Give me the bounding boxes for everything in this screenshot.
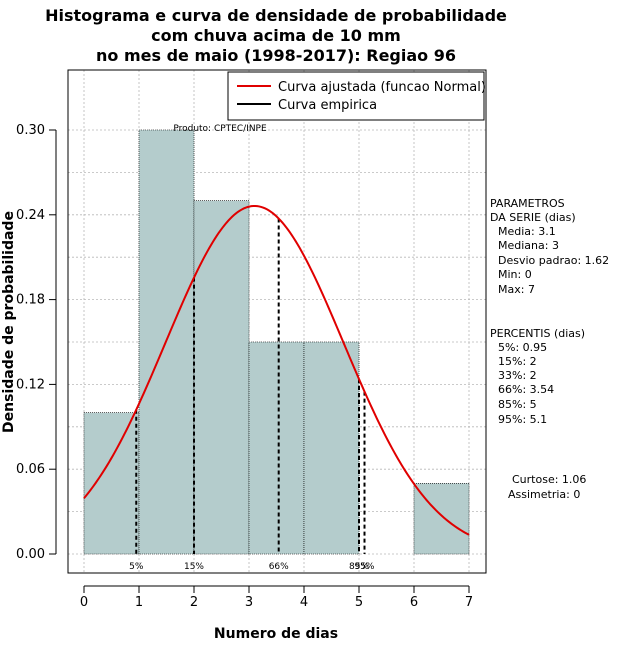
x-tick-label: 6 <box>410 595 418 610</box>
legend: Curva ajustada (funcao Normal) Curva emp… <box>227 71 486 121</box>
x-tick-label: 5 <box>355 595 363 610</box>
percentile-label: 95% <box>354 562 374 572</box>
legend-box <box>227 71 485 121</box>
percentis-95: 95%: 5.1 <box>498 413 547 426</box>
chart-title-line-3: no mes de maio (1998-2017): Regiao 96 <box>96 46 456 65</box>
normal-curve-line <box>83 204 470 536</box>
parametros-desvio: Desvio padrao: 1.62 <box>498 254 609 267</box>
percentis-15: 15%: 2 <box>498 355 537 368</box>
histogram-bar <box>193 200 250 555</box>
x-tick-label: 7 <box>465 595 473 610</box>
percentile-label: 85% <box>349 562 369 572</box>
y-tick-label: 0.12 <box>16 377 45 392</box>
x-axis-label: Numero de dias <box>214 626 338 642</box>
x-tick-label: 1 <box>135 595 143 610</box>
parametros-max: Max: 7 <box>498 283 535 296</box>
parametros-media: Media: 3.1 <box>498 225 556 238</box>
plot-border <box>67 69 487 574</box>
y-tick-label: 0.18 <box>16 293 45 308</box>
x-tick-label: 0 <box>80 595 88 610</box>
histogram-bar <box>83 412 140 555</box>
x-tick-label: 2 <box>190 595 198 610</box>
parametros-mediana: Mediana: 3 <box>498 239 559 252</box>
x-tick-label: 3 <box>245 595 253 610</box>
percentile-label: 5% <box>129 562 144 572</box>
chart-title-line-2: com chuva acima de 10 mm <box>151 26 401 45</box>
assimetria-label: Assimetria: 0 <box>508 488 580 501</box>
y-tick-label: 0.00 <box>16 547 45 562</box>
produto-label: Produto: CPTEC/INPE <box>173 124 267 134</box>
percentis-66: 66%: 3.54 <box>498 383 554 396</box>
y-tick-label: 0.06 <box>16 462 45 477</box>
percentile-label: 66% <box>269 562 289 572</box>
y-axis-label: Densidade de probabilidade <box>1 211 17 433</box>
x-tick-label: 4 <box>300 595 308 610</box>
percentis-header: PERCENTIS (dias) <box>490 327 585 340</box>
curtose-label: Curtose: 1.06 <box>512 473 586 486</box>
legend-label-normal: Curva ajustada (funcao Normal) <box>278 80 486 95</box>
percentis-33: 33%: 2 <box>498 369 537 382</box>
y-tick-label: 0.30 <box>16 123 45 138</box>
parametros-header-2: DA SERIE (dias) <box>490 211 576 224</box>
chart-title-line-1: Histograma e curva de densidade de proba… <box>45 6 507 25</box>
legend-label-empirical: Curva empirica <box>278 98 377 113</box>
percentis-85: 85%: 5 <box>498 398 537 411</box>
parametros-header-1: PARAMETROS <box>490 197 565 210</box>
percentis-5: 5%: 0.95 <box>498 341 547 354</box>
histogram-bar <box>303 341 360 555</box>
parametros-min: Min: 0 <box>498 268 532 281</box>
y-tick-label: 0.24 <box>16 208 45 223</box>
percentile-label: 15% <box>184 562 204 572</box>
histogram-bar <box>248 341 305 555</box>
